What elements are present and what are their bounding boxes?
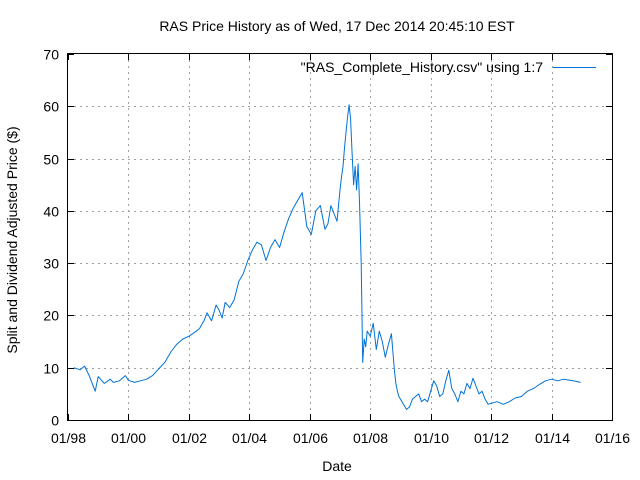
series-line-0 xyxy=(73,104,581,410)
legend: "RAS_Complete_History.csv" using 1:7 xyxy=(301,59,596,75)
plot-area-border xyxy=(67,53,613,421)
x-tick-label: 01/02 xyxy=(172,430,207,446)
tick-layer: 0 10 20 30 40 50 60 70 01/98 01/00 01/02 01/04 01/06… xyxy=(43,47,630,447)
series-layer xyxy=(73,104,581,410)
y-tick-label: 30 xyxy=(43,256,59,272)
x-axis-label: Date xyxy=(322,458,352,474)
x-tick-label: 01/04 xyxy=(232,430,267,446)
y-tick-label: 10 xyxy=(43,361,59,377)
y-tick-label: 50 xyxy=(43,152,59,168)
y-tick-label: 40 xyxy=(43,204,59,220)
axes-layer xyxy=(67,53,613,421)
y-tick-label: 60 xyxy=(43,99,59,115)
y-tick-label: 0 xyxy=(51,413,59,429)
chart-title: RAS Price History as of Wed, 17 Dec 2014… xyxy=(159,18,515,34)
x-tick-label: 01/16 xyxy=(595,430,630,446)
y-tick-label: 20 xyxy=(43,308,59,324)
y-axis-label: Split and Dividend Adjusted Price ($) xyxy=(4,126,20,353)
x-tick-label: 01/14 xyxy=(535,430,570,446)
label-layer: RAS Price History as of Wed, 17 Dec 2014… xyxy=(4,18,515,474)
x-tick-label: 01/98 xyxy=(51,430,86,446)
legend-entry-label: "RAS_Complete_History.csv" using 1:7 xyxy=(301,59,544,75)
x-tick-label: 01/12 xyxy=(474,430,509,446)
x-tick-label: 01/10 xyxy=(414,430,449,446)
grid-layer xyxy=(68,54,612,420)
x-tick-label: 01/06 xyxy=(293,430,328,446)
y-tick-label: 70 xyxy=(43,47,59,63)
x-tick-label: 01/08 xyxy=(353,430,388,446)
x-tick-label: 01/00 xyxy=(111,430,146,446)
